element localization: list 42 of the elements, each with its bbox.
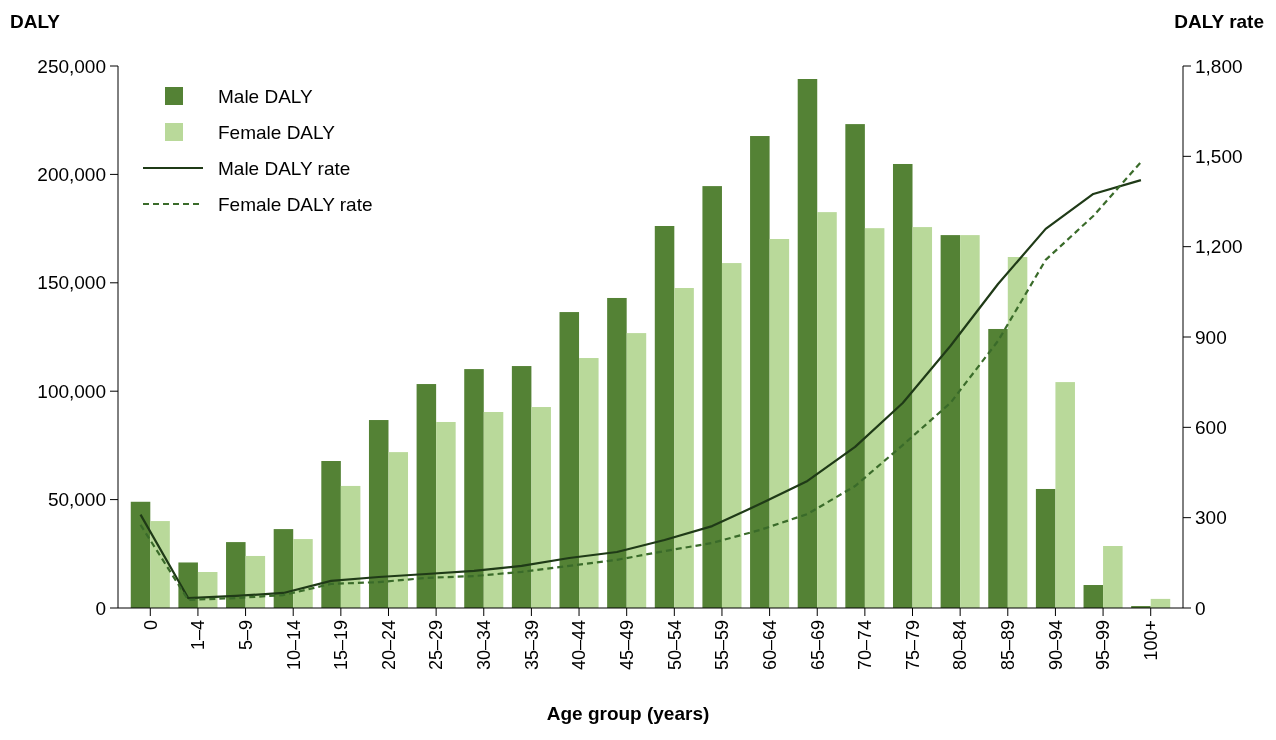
y2-tick-label: 0 xyxy=(1195,597,1206,619)
x-tick-label: 5–9 xyxy=(235,620,256,651)
x-tick-label: 35–39 xyxy=(521,620,542,671)
x-tick-label: 60–64 xyxy=(759,620,780,671)
y-tick-label: 50,000 xyxy=(47,489,106,511)
x-tick-label: 95–99 xyxy=(1093,620,1114,671)
legend-label: Female DALY xyxy=(218,121,336,143)
x-axis-title: Age group (years) xyxy=(546,703,710,724)
x-tick-label: 40–44 xyxy=(569,620,590,671)
y2-tick-label: 1,500 xyxy=(1195,145,1243,167)
y-tick-label: 0 xyxy=(95,597,106,619)
legend-label: Male DALY xyxy=(218,85,314,107)
y-tick-label: 200,000 xyxy=(37,164,106,186)
y-tick-label: 100,000 xyxy=(37,380,106,402)
x-tick-label: 70–74 xyxy=(855,620,876,671)
y2-tick-label: 1,800 xyxy=(1195,55,1243,77)
x-tick-label: 25–29 xyxy=(426,620,447,671)
x-tick-label: 1–4 xyxy=(188,620,209,651)
x-tick-label: 0 xyxy=(140,620,161,631)
y2-tick-label: 1,200 xyxy=(1195,236,1243,258)
x-tick-label: 10–14 xyxy=(283,620,304,671)
x-tick-label: 55–59 xyxy=(712,620,733,671)
y-tick-label: 150,000 xyxy=(37,272,106,294)
y2-tick-label: 600 xyxy=(1195,416,1227,438)
x-tick-label: 30–34 xyxy=(474,620,495,671)
y-tick-label: 250,000 xyxy=(37,55,106,77)
x-tick-label: 75–79 xyxy=(902,620,923,671)
x-tick-label: 20–24 xyxy=(378,620,399,671)
y2-tick-label: 300 xyxy=(1195,507,1227,529)
legend-label: Male DALY rate xyxy=(218,157,351,179)
y2-axis-title: DALY rate xyxy=(1174,11,1264,32)
x-tick-label: 45–49 xyxy=(616,620,637,671)
y-axis-title: DALY xyxy=(10,11,61,32)
x-tick-label: 90–94 xyxy=(1045,620,1066,671)
x-tick-label: 85–89 xyxy=(998,620,1019,671)
x-tick-label: 100+ xyxy=(1141,620,1161,661)
y2-tick-label: 900 xyxy=(1195,326,1227,348)
legend-label: Female DALY rate xyxy=(218,193,373,215)
x-tick-label: 80–84 xyxy=(950,620,971,671)
x-tick-label: 15–19 xyxy=(331,620,352,671)
x-tick-label: 50–54 xyxy=(664,620,685,671)
x-tick-label: 65–69 xyxy=(807,620,828,671)
